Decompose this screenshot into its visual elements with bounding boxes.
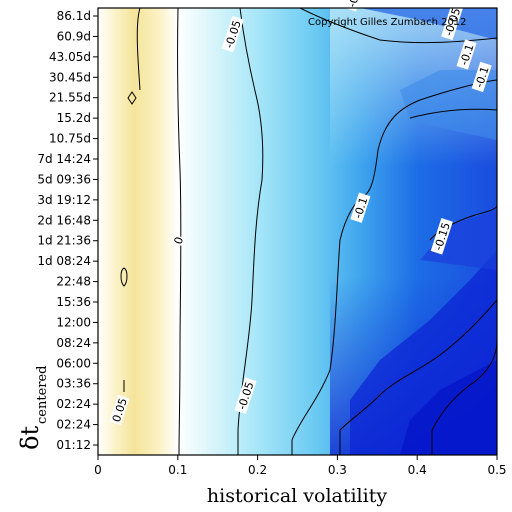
contour-label: -0.1 <box>471 61 492 93</box>
contour-label-bg <box>171 234 186 247</box>
y-tick-label: 22:48 <box>56 275 91 289</box>
x-tick-label: 0.5 <box>487 463 506 477</box>
y-axis-ticks: 01:12 02:24 02:24 03:36 06:00 08:24 12:00 15:36… <box>37 9 98 452</box>
contour-line-minus-0-05 <box>237 8 264 455</box>
y-tick-label: 7d 14:24 <box>37 152 91 166</box>
y-tick-label: 02:24 <box>56 397 91 411</box>
contour-line-minus-0-15-b <box>431 339 497 455</box>
contour-line-small-1 <box>127 91 137 105</box>
contour-label-text: -0.1 <box>473 65 492 89</box>
y-tick-label: 21.55d <box>49 91 91 105</box>
x-tick-label: 0.3 <box>328 463 347 477</box>
y-tick-label: 60.9d <box>57 29 91 43</box>
contour-label-text: -0.15 <box>345 0 366 9</box>
contour-label-bg <box>350 192 371 223</box>
x-tick-label: 0.4 <box>408 463 427 477</box>
contour-label-text: -0.1 <box>457 42 476 66</box>
contour-label: 0 <box>171 234 187 247</box>
contour-line-minus-0-15 <box>339 299 497 455</box>
y-tick-label: 06:00 <box>56 356 91 370</box>
contour-label-bg <box>471 61 492 93</box>
y-tick-label: 30.45d <box>49 70 91 84</box>
y-tick-label: 3d 19:12 <box>37 193 91 207</box>
contour-label-bg <box>109 394 130 426</box>
contour-labels: 0.050-0.05-0.05-0.1-0.1-0.1-0.15-0.15-0.… <box>109 0 492 426</box>
contour-line-0 <box>177 8 182 455</box>
x-tick-label: 0 <box>94 463 102 477</box>
contour-label-bg <box>441 3 464 41</box>
contour-label-bg <box>344 0 367 12</box>
contour-line-0-05-left <box>136 8 141 91</box>
y-tick-label: 08:24 <box>56 336 91 350</box>
contour-label-bg <box>234 377 257 414</box>
contour-line-top-right <box>299 8 497 44</box>
y-tick-label: 43.05d <box>49 50 91 64</box>
y-tick-label: 15:36 <box>56 295 91 309</box>
contour-label-bg <box>456 39 477 70</box>
y-tick-label: 02:24 <box>56 418 91 432</box>
y-axis-label: δt centered <box>16 366 50 451</box>
y-tick-label: 1d 21:36 <box>37 234 91 248</box>
y-tick-label: 15.2d <box>57 111 91 125</box>
y-tick-label: 5d 09:36 <box>37 172 91 186</box>
y-tick-label: 2d 16:48 <box>37 213 91 227</box>
contour-line-minus-0-1-b <box>409 108 497 119</box>
y-axis-label-main: δt <box>16 426 44 450</box>
y-tick-label: 10.75d <box>49 132 91 146</box>
contour-label-bg <box>430 218 453 255</box>
contour-label-text: -0.1 <box>351 196 370 220</box>
y-tick-label: 1d 08:24 <box>37 254 91 268</box>
x-tick-label: 0.2 <box>248 463 267 477</box>
contour-label-bg <box>221 15 244 53</box>
y-axis-label-sub: centered <box>35 366 50 425</box>
y-tick-label: 01:12 <box>56 438 91 452</box>
contour-lines <box>120 8 497 455</box>
contour-label-text: 0 <box>172 235 187 246</box>
copyright-text: Copyright Gilles Zumbach 2012 <box>308 17 467 28</box>
y-tick-label: 03:36 <box>56 377 91 391</box>
y-tick-label: 12:00 <box>56 315 91 329</box>
contour-label: -0.15 <box>344 0 367 12</box>
contour-label: -0.1 <box>350 192 371 223</box>
x-axis-label: historical volatility <box>207 485 387 507</box>
plot-frame <box>97 7 498 456</box>
y-tick-label: 86.1d <box>57 9 91 23</box>
x-axis-ticks: 0 0.1 0.2 0.3 0.4 0.5 <box>94 455 507 477</box>
x-tick-label: 0.1 <box>168 463 187 477</box>
contour-line-small-2 <box>120 267 128 287</box>
contour-label: -0.1 <box>456 39 477 70</box>
